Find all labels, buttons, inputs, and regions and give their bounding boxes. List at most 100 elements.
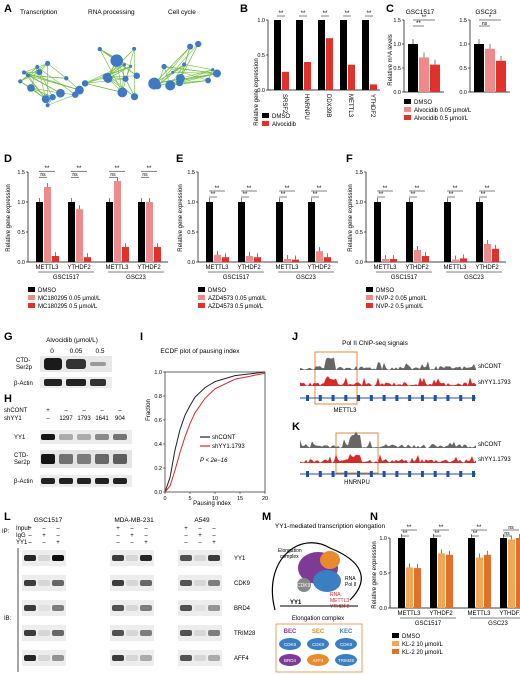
- panel-l-band: [126, 605, 138, 611]
- panel-f-x-tick-label: METTL3: [373, 265, 397, 271]
- network-node: [117, 87, 128, 98]
- panel-h-shyy1-mark: 904: [115, 416, 126, 422]
- network-edge: [180, 69, 213, 79]
- panel-l-ip-mark: –: [144, 533, 148, 539]
- legend-i-shyy1: shYY1.1793: [212, 444, 245, 450]
- panel-l-ip-mark: +: [198, 533, 202, 539]
- panel-b-x-tick-label: YTHDF2: [369, 94, 375, 118]
- panel-j-gene: METTL3: [333, 408, 357, 414]
- panel-e-bar: [206, 202, 213, 262]
- panel-l-ip-mark: –: [130, 526, 134, 532]
- panel-e-x-tick-label: METTL3: [275, 265, 299, 271]
- panel-f-bar: [476, 202, 483, 262]
- network-edge: [30, 87, 61, 94]
- panel-l-blot-frame: [22, 550, 66, 566]
- band-h-yy1: [77, 434, 91, 440]
- panel-f-bar: [492, 248, 499, 262]
- panel-m-partner-node: [307, 654, 329, 666]
- panel-i-y-tick-label: 0.2: [154, 466, 162, 472]
- network-title-cell-cycle: Cell cycle: [168, 9, 196, 16]
- panel-e-sig-label: **: [211, 192, 216, 198]
- panel-d-sig-label: **: [77, 166, 82, 172]
- network-edge: [164, 66, 218, 74]
- panel-l-ip-label: IP:: [2, 529, 10, 535]
- panel-h-shyy1-mark: 1793: [77, 416, 91, 422]
- panel-l-cell-gsc1517: GSC1517: [34, 517, 63, 524]
- panel-c-title-gsc1517: GSC1517: [406, 9, 435, 16]
- panel-f-legend-label: NVP-2 0.5 μmol/L: [376, 304, 424, 310]
- panel-b-x-tick-label: METTL3: [347, 94, 353, 118]
- panel-letter-f: F: [346, 153, 353, 165]
- panel-j-signal-track: [300, 357, 476, 370]
- panel-c-y-tick-label: 1.5: [393, 18, 401, 24]
- panel-n-x-tick-label: METTL3: [397, 611, 421, 617]
- panel-l-ip-mark: –: [56, 526, 60, 532]
- panel-e-bar: [214, 254, 221, 262]
- network-node: [27, 84, 35, 92]
- panel-b-bar: [318, 20, 325, 90]
- panel-n-ylabel: Relative gene expression: [372, 541, 378, 608]
- panel-d-bar: [106, 202, 113, 262]
- panel-l-band: [126, 580, 138, 586]
- network-node: [132, 46, 137, 51]
- network-edge: [107, 64, 125, 76]
- panel-e-x-tick-label: YTHDF2: [307, 265, 331, 271]
- panel-l-blot-frame: [178, 650, 222, 666]
- panel-i-x-tick-label: 20: [262, 496, 268, 502]
- panel-n-y-tick-label: 0.5: [379, 571, 387, 577]
- panel-l-blot-frame: [178, 600, 222, 616]
- panel-d-y-tick-label: 0.0: [17, 260, 25, 266]
- panel-d-group-label: GSC1517: [53, 275, 80, 281]
- panel-n-x-tick-label: YTHDF2: [499, 611, 520, 617]
- network-node: [21, 70, 27, 75]
- panel-h-shyy1-label: shYY1: [4, 416, 22, 422]
- panel-e-group-label: GSC23: [296, 275, 316, 281]
- panel-f-y-tick-label: 0.0: [355, 260, 363, 266]
- panel-b-bar: [304, 62, 311, 90]
- panel-d-sig-label: ns: [72, 172, 78, 178]
- panel-n-bar: [476, 557, 483, 608]
- panel-b-x-tick-label: SRSF2: [281, 94, 287, 114]
- panel-j-signal-track: [300, 376, 476, 386]
- panel-f-group-label: GSC23: [464, 275, 484, 281]
- panel-m-complex-box: [275, 623, 363, 673]
- panel-l-band: [180, 630, 192, 636]
- network-edge: [163, 66, 209, 81]
- panel-e-chart: 0.00.51.01.5****METTL3****YTHDF2****METT…: [187, 170, 338, 310]
- network-node: [36, 69, 43, 76]
- panel-d-bar: [138, 202, 145, 262]
- band-h-ctd: [95, 454, 109, 464]
- panel-m-cdk9-node-label: CDK9: [284, 642, 297, 647]
- panel-b-y-tick-label: 1.0: [257, 18, 265, 24]
- panel-n-bar: [484, 554, 491, 608]
- network-edge: [172, 43, 199, 73]
- panel-b-bar: [274, 20, 281, 90]
- panel-m-rna-1: RNA:: [330, 592, 342, 598]
- network-edge: [37, 66, 76, 95]
- legend-i-shcont: shCONT: [212, 435, 236, 441]
- panel-f-bar: [414, 250, 421, 262]
- panel-k-exon: [344, 471, 348, 477]
- panel-letter-i: I: [140, 331, 143, 343]
- panel-l-band: [52, 580, 64, 586]
- panel-l-ip-mark: –: [116, 540, 120, 546]
- panel-c-legend-swatch: [404, 115, 411, 120]
- network-node: [45, 60, 51, 67]
- network-node: [110, 54, 124, 67]
- network-edge: [27, 66, 38, 76]
- panel-b-y-tick-label: 0.0: [257, 88, 265, 94]
- network-edge: [27, 75, 61, 94]
- network-node: [187, 43, 194, 50]
- network-node: [176, 79, 184, 87]
- panel-c-legend-label: Alvocidib 0.5 μmol/L: [414, 116, 468, 122]
- panel-d-bar: [76, 209, 83, 262]
- panel-f-bar: [460, 258, 467, 262]
- panel-b-sig-label: **: [301, 11, 306, 17]
- panel-l-blot-frame: [110, 650, 154, 666]
- panel-d-legend-swatch: [28, 287, 35, 292]
- panel-f-ylabel: Relative gene expression: [348, 184, 354, 251]
- panel-i-pvalue: P < 2e−16: [200, 458, 228, 464]
- panel-m-partner-node-label: AFF4: [312, 658, 323, 663]
- panel-c-y-tick-label: 0.5: [393, 66, 401, 72]
- panel-k-exon: [459, 471, 463, 477]
